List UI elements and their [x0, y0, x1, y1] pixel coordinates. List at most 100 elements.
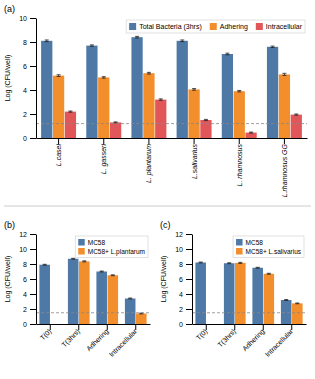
bar — [291, 115, 302, 138]
bar — [245, 133, 256, 138]
axis-line — [37, 324, 151, 325]
tick-label: 4 — [23, 87, 27, 94]
tick-mark — [30, 42, 36, 43]
legend-item: MC58 — [236, 239, 263, 246]
bar — [39, 265, 50, 324]
tick-mark — [78, 324, 79, 330]
bar — [79, 261, 90, 324]
tick: L.rhamnosus GG — [281, 138, 288, 197]
tick-mark — [186, 294, 192, 295]
tick: Adhering — [241, 324, 267, 353]
error-bar — [204, 119, 208, 120]
tick-label: 6 — [23, 276, 27, 283]
error-bar — [227, 262, 231, 264]
axis-line — [37, 138, 308, 139]
tick-label: 8 — [179, 261, 183, 268]
error-bar — [111, 274, 115, 276]
bar — [222, 54, 233, 138]
error-bar — [237, 90, 241, 91]
error-bar — [284, 299, 288, 301]
bar — [86, 46, 97, 138]
tick-label: 2 — [179, 306, 183, 313]
tick-label: 10 — [19, 246, 27, 253]
tick: Intracellular — [108, 324, 139, 358]
y-axis: 024681012 — [175, 231, 192, 328]
error-bar — [225, 53, 229, 55]
bar — [279, 74, 290, 138]
tick: L. plantarum — [145, 138, 153, 183]
tick-mark — [58, 138, 59, 144]
bar — [195, 263, 206, 325]
bar — [131, 37, 142, 138]
tick-mark — [107, 324, 108, 330]
bar — [281, 300, 292, 324]
legend-item: Adhering — [210, 23, 248, 31]
tick-mark — [239, 138, 240, 144]
figure: 0246810L.caseiL. gasseriL. plantarumL.sa… — [0, 0, 315, 379]
tick-label: T(0) — [195, 327, 210, 342]
tick: 10 — [175, 246, 192, 253]
bar — [224, 263, 235, 324]
bar — [108, 275, 119, 324]
tick-mark — [186, 324, 192, 325]
tick-mark — [30, 114, 36, 115]
tick-mark — [186, 234, 192, 235]
panel-label: (a) — [4, 4, 15, 14]
error-bar — [102, 77, 106, 78]
axis-title: Log (CFU/well) — [4, 55, 12, 102]
tick-mark — [148, 138, 149, 144]
separator — [4, 206, 311, 207]
tick-label: T(0) — [39, 327, 54, 342]
bar — [155, 100, 166, 138]
legend-swatch — [210, 23, 217, 30]
axis-title: Log (CFU/well) — [160, 256, 168, 303]
panel: 024681012T(0)T(3hrs)AdheringIntracellula… — [4, 220, 151, 358]
marks — [36, 258, 150, 324]
tick-label: 4 — [23, 291, 27, 298]
error-bar — [192, 89, 196, 91]
x-axis: T(0)T(3hrs)AdheringIntracellular — [193, 324, 307, 358]
tick-mark — [30, 18, 36, 19]
legend-frame — [233, 236, 304, 258]
legend-swatch — [78, 239, 85, 246]
tick-label: 6 — [23, 63, 27, 70]
tick-mark — [206, 324, 207, 330]
legend-label: Total Bacteria (3hrs) — [139, 23, 202, 31]
tick: 4 — [179, 291, 192, 298]
tick-mark — [30, 90, 36, 91]
tick-label: 0 — [179, 321, 183, 328]
tick: 0 — [23, 135, 36, 142]
error-bar — [294, 114, 298, 115]
tick-label: Intracellular — [108, 327, 139, 358]
tick: 10 — [19, 15, 36, 22]
tick: 2 — [23, 306, 36, 313]
error-bar — [114, 121, 118, 123]
error-bar — [267, 273, 271, 275]
tick: 4 — [23, 87, 36, 94]
bar — [96, 272, 107, 325]
bar — [110, 122, 121, 138]
bar — [65, 112, 76, 138]
legend-frame — [75, 236, 148, 258]
reference-line — [36, 312, 150, 313]
tick-label: L.casei — [55, 144, 62, 167]
legend-swatch — [236, 248, 243, 255]
bar — [292, 303, 303, 324]
error-bar — [282, 73, 286, 75]
tick-label: L.rhamnosus GG — [281, 143, 288, 197]
axis-title: Log (CFU/well) — [4, 256, 12, 303]
tick: 8 — [23, 39, 36, 46]
tick-mark — [135, 324, 136, 330]
tick: 12 — [175, 231, 192, 238]
tick-label: L. gasseri — [100, 144, 108, 175]
legend-label: MC58 — [246, 239, 264, 246]
legend: MC58MC58+ L.salivarius — [233, 236, 304, 258]
tick: L. gasseri — [100, 138, 108, 174]
bar — [53, 76, 64, 138]
tick-label: 2 — [23, 111, 27, 118]
panel: 0246810L.caseiL. gasseriL. plantarumL.sa… — [4, 4, 308, 197]
y-axis: 024681012 — [19, 231, 36, 328]
legend-item: Intracellular — [256, 23, 303, 30]
tick-mark — [291, 324, 292, 330]
x-axis: L.caseiL. gasseriL. plantarumL.salivariu… — [37, 138, 308, 197]
